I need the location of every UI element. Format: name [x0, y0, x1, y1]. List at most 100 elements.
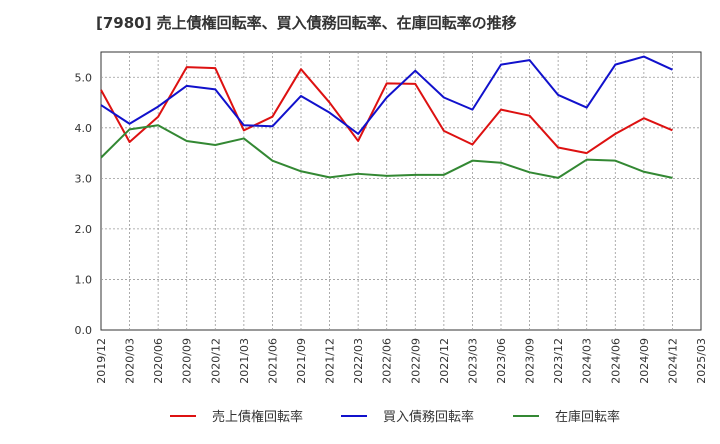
data-point [356, 138, 361, 143]
x-tick-label: 2022/06 [381, 338, 394, 384]
data-point [670, 128, 675, 133]
data-point [527, 170, 532, 175]
x-tick-label: 2023/12 [552, 338, 565, 384]
data-point [213, 87, 218, 92]
data-point [470, 107, 475, 112]
data-point [527, 58, 532, 63]
x-tick-label: 2019/12 [95, 338, 108, 384]
data-point [584, 151, 589, 156]
x-tick-label: 2020/12 [209, 338, 222, 384]
data-point [556, 145, 561, 150]
x-tick-label: 2020/06 [152, 338, 165, 384]
data-point [441, 172, 446, 177]
x-tick-label: 2020/03 [124, 338, 137, 384]
data-point [384, 173, 389, 178]
data-point [241, 123, 246, 128]
x-tick-label: 2021/09 [295, 338, 308, 384]
data-point [156, 114, 161, 119]
data-point [413, 172, 418, 177]
data-point [499, 62, 504, 67]
data-point [127, 121, 132, 126]
data-point [413, 81, 418, 86]
data-point [299, 67, 304, 72]
y-tick-label: 2.0 [75, 223, 93, 236]
series-line-2 [100, 124, 673, 179]
data-point [670, 67, 675, 72]
legend-label: 在庫回転率 [555, 409, 620, 425]
data-point [99, 87, 104, 92]
series-line-0 [100, 66, 673, 155]
x-tick-label: 2023/09 [524, 338, 537, 384]
data-point [299, 169, 304, 174]
data-point [584, 105, 589, 110]
data-point [384, 81, 389, 86]
data-point [670, 175, 675, 180]
series-line-1 [100, 55, 673, 135]
axis-layer: 0.0 1.0 2.0 3.0 4.0 5.0 2019/12 2020/03 2020/06 2… [75, 71, 709, 383]
data-point [270, 114, 275, 119]
data-point [356, 131, 361, 136]
data-point [527, 113, 532, 118]
x-tick-label: 2024/06 [609, 338, 622, 384]
legend: 売上債権回転率 買入債務回転率 在庫回転率 [170, 409, 620, 425]
y-tick-label: 1.0 [75, 273, 93, 286]
data-point [127, 127, 132, 132]
x-tick-label: 2025/03 [695, 338, 708, 384]
data-point [156, 104, 161, 109]
data-point [556, 175, 561, 180]
x-tick-label: 2020/09 [181, 338, 194, 384]
grid-layer [100, 51, 702, 331]
x-tick-label: 2022/03 [352, 338, 365, 384]
data-point [556, 92, 561, 97]
data-point [641, 169, 646, 174]
data-point [327, 100, 332, 105]
data-point [441, 95, 446, 100]
data-point [270, 124, 275, 129]
x-tick-label: 2023/06 [495, 338, 508, 384]
legend-label: 買入債務回転率 [383, 409, 474, 425]
series-layer [99, 54, 675, 180]
data-point [413, 68, 418, 73]
data-point [184, 138, 189, 143]
data-point [470, 142, 475, 147]
y-tick-label: 3.0 [75, 172, 93, 185]
x-tick-label: 2023/03 [466, 338, 479, 384]
data-point [641, 116, 646, 121]
data-point [384, 95, 389, 100]
data-point [99, 155, 104, 160]
plot-frame [100, 51, 702, 331]
data-point [127, 139, 132, 144]
x-tick-label: 2021/03 [238, 338, 251, 384]
data-point [613, 158, 618, 163]
chart-title: [7980] 売上債権回転率、買入債務回転率、在庫回転率の推移 [96, 14, 517, 32]
data-point [213, 66, 218, 71]
data-point [213, 143, 218, 148]
data-point [241, 136, 246, 141]
data-point [356, 171, 361, 176]
data-point [99, 103, 104, 108]
y-tick-label: 5.0 [75, 71, 93, 84]
data-point [584, 157, 589, 162]
data-point [499, 160, 504, 165]
data-point [327, 110, 332, 115]
y-tick-label: 0.0 [75, 324, 93, 337]
x-tick-label: 2021/12 [324, 338, 337, 384]
data-point [184, 65, 189, 70]
data-point [241, 128, 246, 133]
x-tick-label: 2021/06 [266, 338, 279, 384]
x-tick-label: 2024/12 [666, 338, 679, 384]
x-tick-label: 2024/03 [581, 338, 594, 384]
data-point [270, 158, 275, 163]
data-point [641, 54, 646, 59]
data-point [613, 131, 618, 136]
data-point [299, 93, 304, 98]
legend-label: 売上債権回転率 [212, 409, 303, 425]
data-point [499, 107, 504, 112]
x-tick-label: 2024/09 [638, 338, 651, 384]
data-point [156, 123, 161, 128]
data-point [184, 83, 189, 88]
data-point [327, 175, 332, 180]
x-tick-label: 2022/12 [438, 338, 451, 384]
